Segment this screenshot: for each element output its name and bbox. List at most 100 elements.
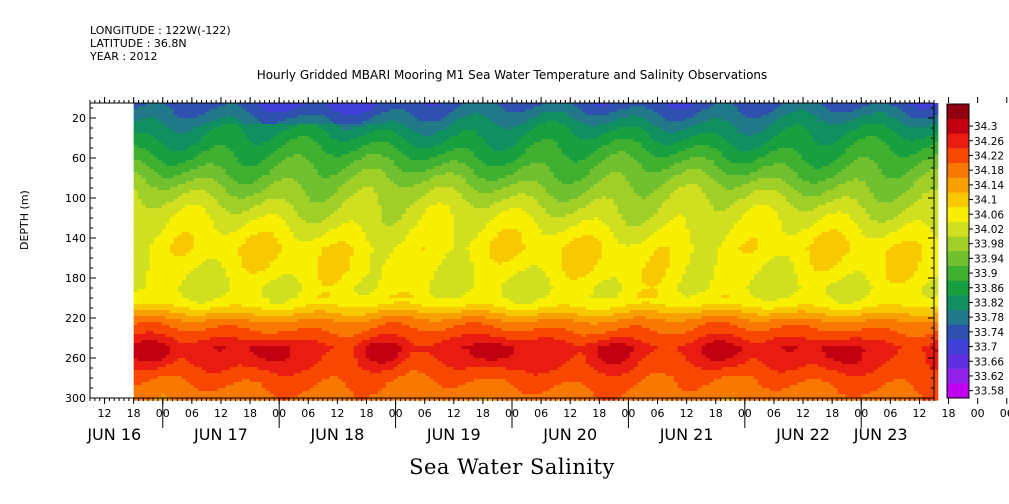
field-cell	[209, 226, 215, 230]
field-cell	[177, 157, 183, 161]
field-cell	[181, 340, 187, 344]
field-cell	[141, 211, 147, 215]
field-cell	[273, 238, 279, 242]
field-cell	[257, 178, 263, 182]
field-cell	[149, 109, 155, 113]
field-cell	[169, 154, 175, 158]
field-cell	[161, 370, 167, 374]
field-cell	[253, 235, 259, 239]
field-cell	[249, 388, 255, 392]
field-cell	[257, 334, 263, 338]
field-cell	[249, 136, 255, 140]
field-cell	[205, 319, 211, 323]
field-cell	[153, 118, 159, 122]
field-cell	[157, 385, 163, 389]
field-cell	[281, 352, 287, 356]
field-cell	[185, 136, 191, 140]
field-cell	[189, 235, 195, 239]
field-cell	[253, 250, 259, 254]
field-cell	[201, 145, 207, 149]
field-cell	[193, 298, 199, 302]
field-cell	[169, 223, 175, 227]
field-cell	[185, 256, 191, 260]
field-cell	[145, 340, 151, 344]
field-cell	[233, 367, 239, 371]
field-cell	[201, 148, 207, 152]
field-cell	[145, 379, 151, 383]
field-cell	[217, 265, 223, 269]
field-cell	[281, 382, 287, 386]
field-cell	[281, 181, 287, 185]
field-cell	[277, 244, 283, 248]
field-cell	[173, 289, 179, 293]
field-cell	[193, 253, 199, 257]
field-cell	[281, 286, 287, 290]
field-cell	[205, 181, 211, 185]
field-cell	[185, 247, 191, 251]
field-cell	[261, 154, 267, 158]
field-cell	[165, 364, 171, 368]
field-cell	[289, 118, 295, 122]
field-cell	[257, 331, 263, 335]
field-cell	[277, 340, 283, 344]
field-cell	[289, 325, 295, 329]
field-cell	[281, 166, 287, 170]
field-cell	[241, 172, 247, 176]
field-cell	[161, 130, 167, 134]
field-cell	[261, 235, 267, 239]
field-cell	[249, 169, 255, 173]
field-cell	[181, 109, 187, 113]
field-cell	[145, 280, 151, 284]
field-cell	[153, 154, 159, 158]
field-cell	[253, 292, 259, 296]
field-cell	[201, 346, 207, 350]
field-cell	[253, 313, 259, 317]
field-cell	[197, 235, 203, 239]
field-cell	[253, 124, 259, 128]
field-cell	[225, 364, 231, 368]
field-cell	[145, 265, 151, 269]
field-cell	[157, 265, 163, 269]
field-cell	[209, 106, 215, 110]
field-cell	[181, 337, 187, 341]
field-cell	[213, 154, 219, 158]
field-cell	[185, 121, 191, 125]
field-cell	[265, 226, 271, 230]
field-cell	[157, 133, 163, 137]
field-cell	[189, 190, 195, 194]
field-cell	[157, 310, 163, 314]
field-cell	[289, 397, 295, 401]
field-cell	[289, 346, 295, 350]
field-cell	[217, 331, 223, 335]
field-cell	[205, 205, 211, 209]
field-cell	[269, 262, 275, 266]
field-cell	[257, 115, 263, 119]
field-cell	[145, 373, 151, 377]
field-cell	[181, 391, 187, 395]
field-cell	[289, 349, 295, 353]
field-cell	[161, 289, 167, 293]
field-cell	[193, 121, 199, 125]
field-cell	[201, 229, 207, 233]
field-cell	[201, 358, 207, 362]
field-cell	[257, 112, 263, 116]
field-cell	[233, 226, 239, 230]
field-cell	[153, 376, 159, 380]
field-cell	[217, 184, 223, 188]
field-cell	[177, 145, 183, 149]
field-cell	[213, 259, 219, 263]
field-cell	[217, 169, 223, 173]
field-cell	[233, 172, 239, 176]
field-cell	[185, 238, 191, 242]
field-cell	[237, 142, 243, 146]
field-cell	[173, 298, 179, 302]
field-cell	[213, 196, 219, 200]
field-cell	[289, 307, 295, 311]
field-cell	[225, 160, 231, 164]
field-cell	[161, 280, 167, 284]
field-cell	[137, 250, 143, 254]
field-cell	[229, 346, 235, 350]
field-cell	[133, 259, 139, 263]
field-cell	[141, 253, 147, 257]
field-cell	[161, 376, 167, 380]
